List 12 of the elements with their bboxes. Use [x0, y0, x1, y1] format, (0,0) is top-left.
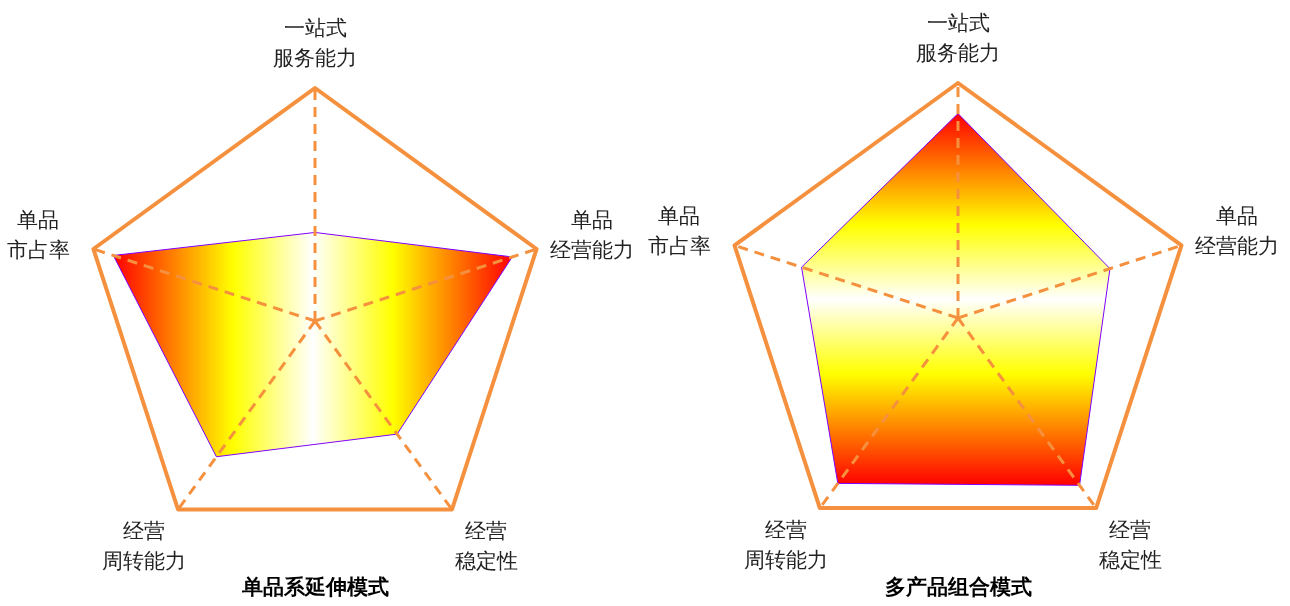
spoke-label: 一站式服务能力 [916, 11, 1000, 65]
spoke-label: 单品经营能力 [549, 208, 634, 263]
spoke-label: 经营周转能力 [101, 518, 186, 573]
spoke-label: 单品市占率 [6, 208, 70, 263]
spoke-label: 单品经营能力 [1194, 204, 1279, 259]
spoke-label: 单品市占率 [647, 204, 711, 259]
text: 多产品组合模式 [884, 575, 1032, 599]
spoke-label: 经营稳定性 [454, 518, 518, 573]
text: 单品系延伸模式 [240, 575, 389, 599]
spoke-label: 经营周转能力 [743, 517, 828, 572]
spoke-label: 一站式服务能力 [273, 16, 357, 70]
spoke-label: 经营稳定性 [1098, 517, 1162, 572]
